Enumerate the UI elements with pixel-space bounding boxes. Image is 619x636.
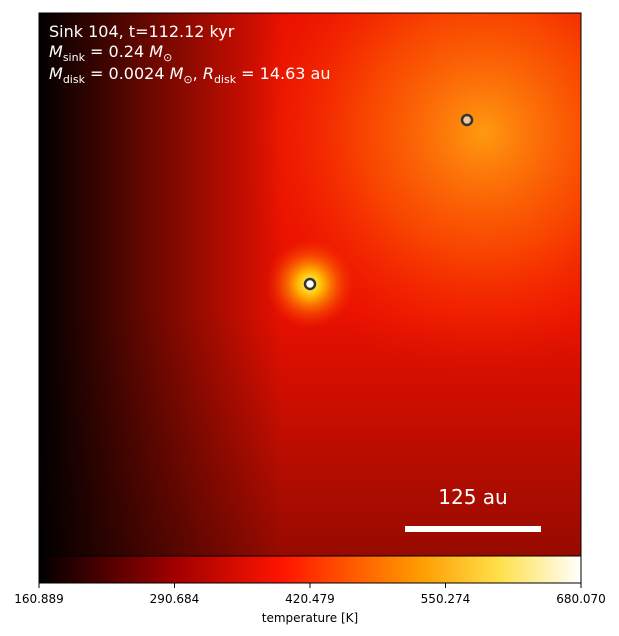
annotation: Sink 104, t=112.12 kyr <box>49 22 235 41</box>
tick-label: 550.274 <box>421 592 471 606</box>
tick-label: 290.684 <box>150 592 200 606</box>
sink-marker <box>303 277 317 291</box>
sink-marker <box>460 113 474 127</box>
scale-bar <box>405 526 541 532</box>
tick-label: 420.479 <box>285 592 335 606</box>
annotation: Mdisk = 0.0024 M⊙, Rdisk = 14.63 au <box>49 64 331 86</box>
annotation: Msink = 0.24 M⊙ <box>49 42 172 64</box>
scale-bar-label: 125 au <box>438 485 507 509</box>
colorbar-label: temperature [K] <box>262 611 358 625</box>
tick-label: 680.070 <box>556 592 606 606</box>
tick-label: 160.889 <box>14 592 64 606</box>
colorbar <box>38 555 582 584</box>
